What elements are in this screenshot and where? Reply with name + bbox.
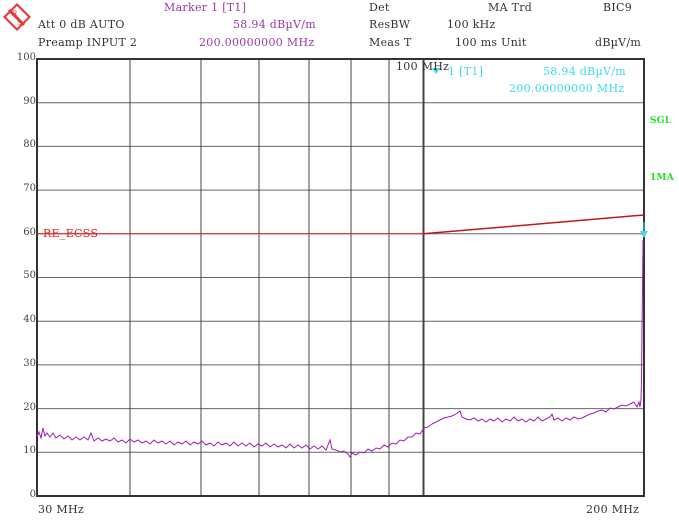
- detector-label: Det: [369, 1, 390, 14]
- resbw-label: ResBW: [369, 18, 411, 31]
- y-tick-60: 60: [23, 227, 36, 238]
- y-tick-70: 70: [23, 183, 36, 194]
- unit-value: dBµV/m: [595, 36, 642, 49]
- meas-time-label: Meas T: [369, 36, 412, 49]
- transducer-label: BIC9: [603, 1, 633, 14]
- marker-level: 58.94 dBµV/m: [233, 18, 316, 31]
- y-tick-100: 100: [16, 52, 36, 63]
- preamp-label: Preamp INPUT 2: [38, 36, 138, 49]
- limit-line-label: RE_ECSS: [43, 227, 99, 240]
- marker-box-frequency: 200.00000000 MHz: [509, 82, 625, 95]
- y-tick-30: 30: [23, 358, 36, 369]
- meas-time-value: 100 ms Unit: [455, 36, 527, 49]
- y-tick-80: 80: [23, 139, 36, 150]
- marker-title: Marker 1 [T1]: [164, 1, 247, 14]
- sgl-status: SGL: [650, 116, 672, 126]
- detector-value: MA Trd: [488, 1, 533, 14]
- marker-frequency: 200.00000000 MHz: [199, 36, 315, 49]
- center-freq-marker-label: 100 MHz: [396, 60, 450, 73]
- y-tick-50: 50: [23, 270, 36, 281]
- y-tick-10: 10: [23, 445, 36, 456]
- y-tick-40: 40: [23, 314, 36, 325]
- marker-box-title: 1 [T1]: [448, 65, 484, 78]
- svg-text:R: R: [12, 10, 18, 18]
- marker-1-icon: [640, 222, 648, 238]
- svg-text:S: S: [17, 19, 22, 27]
- y-tick-20: 20: [23, 402, 36, 413]
- y-tick-0: 0: [29, 489, 36, 500]
- attenuation-label: Att 0 dB AUTO: [38, 18, 125, 31]
- vertical-gridlines: [129, 59, 425, 496]
- y-tick-90: 90: [23, 96, 36, 107]
- x-start-label: 30 MHz: [38, 503, 84, 516]
- horizontal-gridlines: [37, 102, 644, 453]
- trace-mode-status: 1MA: [650, 173, 675, 183]
- plot-frame: [36, 58, 645, 497]
- limit-line-slope: [423, 214, 645, 235]
- marker-box-level: 58.94 dBµV/m: [543, 65, 626, 78]
- resbw-value: 100 kHz: [447, 18, 496, 31]
- rs-logo-icon: R S: [3, 3, 31, 31]
- marker-info-icon: [432, 68, 440, 74]
- rs-logo: R S: [2, 2, 31, 31]
- measurement-trace: [36, 239, 644, 458]
- x-stop-label: 200 MHz: [586, 503, 640, 516]
